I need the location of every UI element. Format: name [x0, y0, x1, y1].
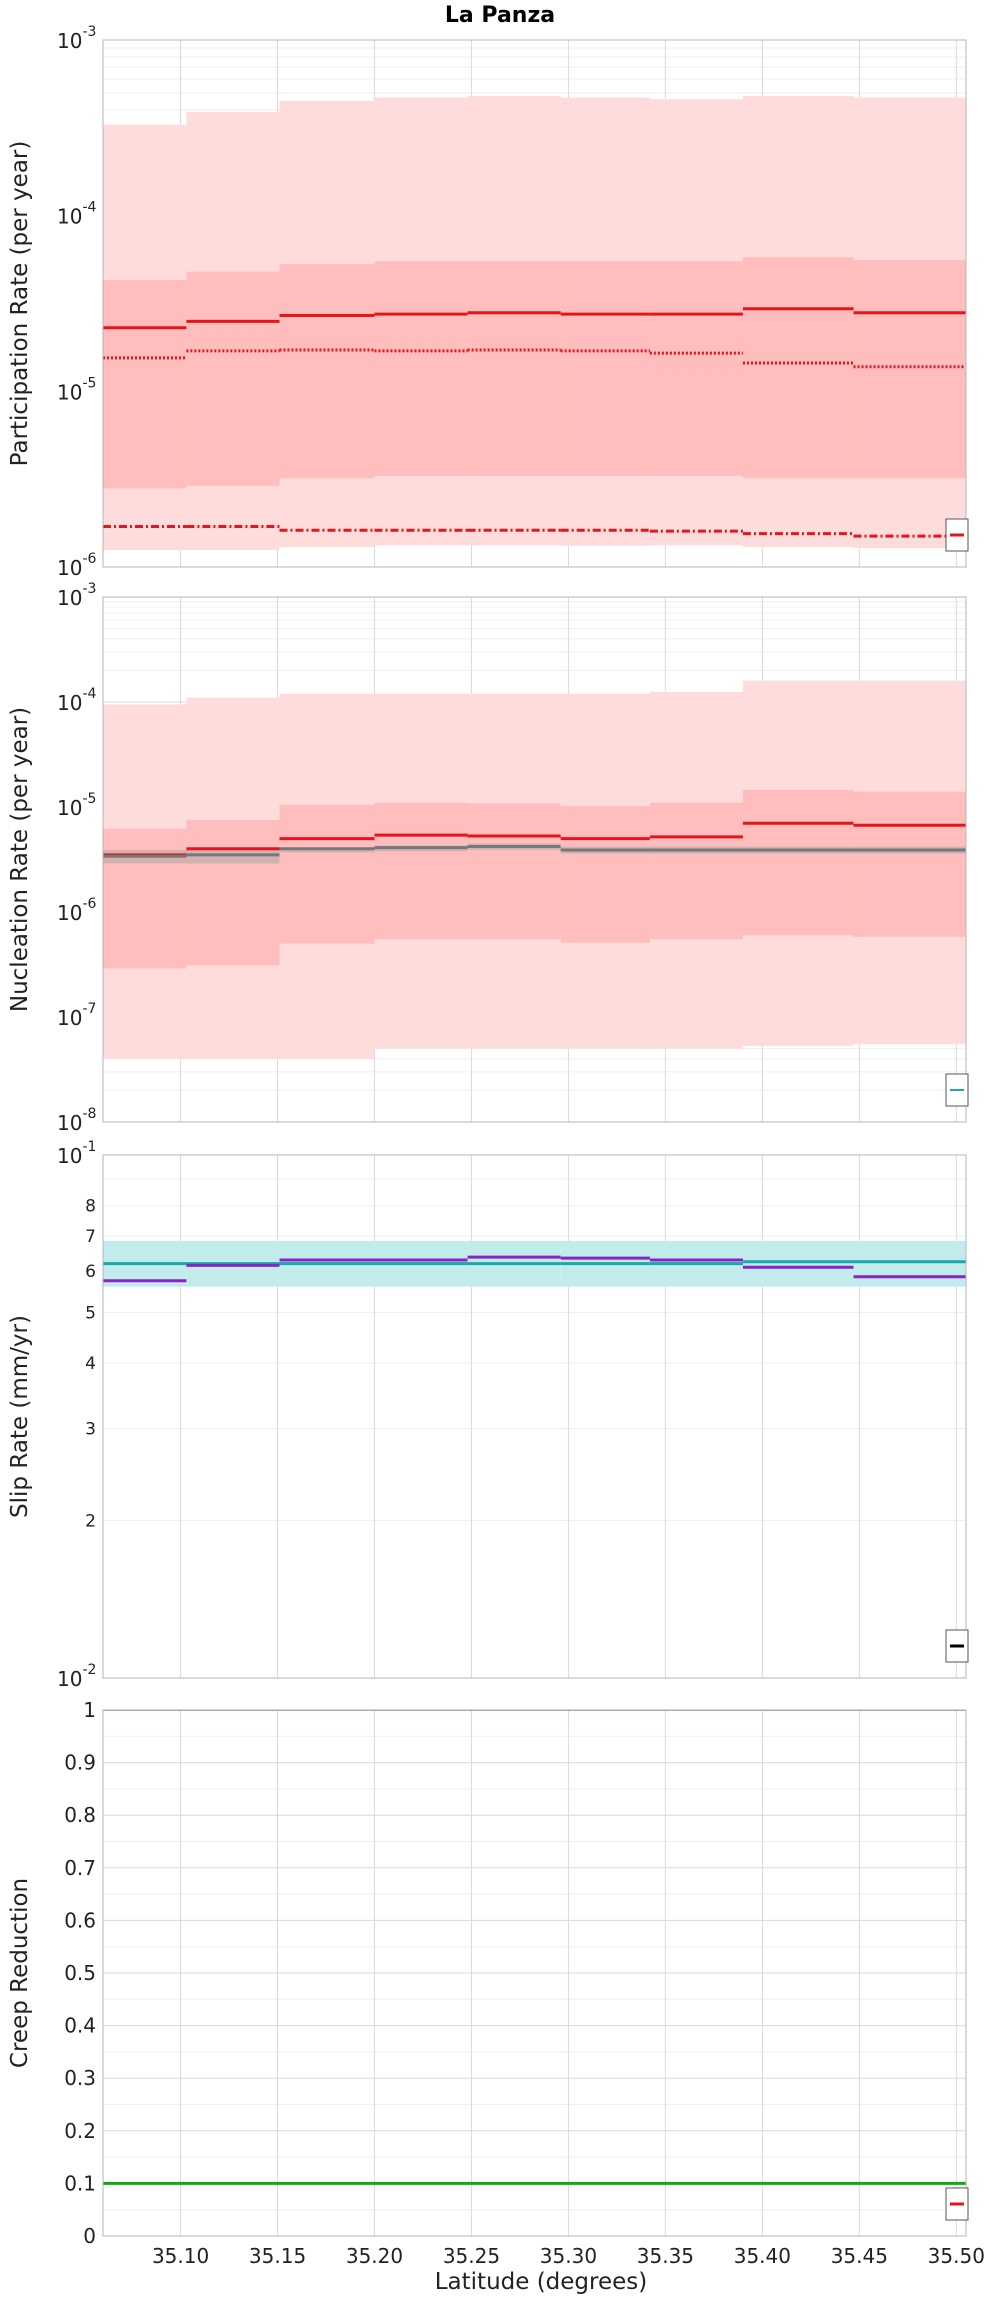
y-tick-label: 1 — [83, 1698, 96, 1722]
axes-frame — [102, 39, 967, 568]
band-inner-range-segment — [374, 802, 468, 940]
y-tick-label: 10-3 — [57, 24, 96, 53]
plot-area — [103, 1155, 966, 1678]
band-inner-range-segment — [853, 791, 966, 937]
band-inner-range-segment — [649, 261, 743, 476]
y-tick-label: 10-5 — [57, 375, 96, 404]
y-minor-tick-label: 8 — [85, 1197, 96, 1217]
y-minor-tick-label: 5 — [85, 1303, 96, 1323]
grid — [103, 1155, 966, 1678]
y-axis-label: Nucleation Rate (per year) — [7, 707, 33, 1012]
y-tick-label: 10-3 — [57, 581, 96, 610]
band-inner-range-segment — [560, 806, 650, 943]
y-tick-label: 0.9 — [64, 1751, 96, 1775]
band-inner-range-segment — [186, 271, 280, 486]
y-tick-label: 0.8 — [64, 1803, 96, 1827]
y-tick-label: 10-5 — [57, 791, 96, 820]
x-tick-label: 35.50 — [928, 2244, 985, 2268]
x-tick-label: 35.25 — [443, 2244, 500, 2268]
y-tick-label: 0.3 — [64, 2066, 96, 2090]
x-tick-label: 35.35 — [637, 2244, 694, 2268]
y-tick-label: 10-2 — [57, 1662, 96, 1691]
y-tick-label: 0.7 — [64, 1856, 96, 1880]
x-tick-label: 35.10 — [152, 2244, 209, 2268]
y-axis-label: Participation Rate (per year) — [7, 141, 33, 467]
figure-title: La Panza — [445, 3, 555, 28]
y-tick-label: 10-8 — [57, 1106, 96, 1135]
x-tick-label: 35.45 — [831, 2244, 888, 2268]
grid — [103, 1710, 966, 2236]
band-inner-range-segment — [103, 828, 187, 969]
y-tick-label: 10-4 — [57, 686, 97, 715]
panel-2: 10-3 10-4 10-5 10-6 10-7 10-8 Nucleation Rate … — [7, 581, 969, 1135]
y-tick-label: 0.2 — [64, 2119, 96, 2143]
band-inner-range-segment — [649, 802, 743, 940]
y-axis-label: Slip Rate (mm/yr) — [7, 1315, 33, 1518]
band-inner-range-segment — [853, 259, 966, 479]
y-tick-label: 0.6 — [64, 1908, 96, 1932]
y-tick-label: 10-7 — [57, 1001, 96, 1030]
plot-area — [103, 597, 966, 1122]
band-inner-range-segment — [467, 803, 561, 940]
x-tick-label: 35.30 — [540, 2244, 597, 2268]
band-inner-range-segment — [560, 261, 650, 476]
x-tick-label: 35.15 — [249, 2244, 306, 2268]
plot-area — [103, 40, 966, 567]
band-inner-range-segment — [742, 257, 854, 479]
axes-frame — [102, 596, 967, 1123]
y-tick-label: 0.1 — [64, 2171, 96, 2195]
y-minor-tick-label: 2 — [85, 1512, 96, 1532]
x-axis-label: Latitude (degrees) — [435, 2269, 648, 2295]
y-minor-tick-label: 6 — [85, 1262, 96, 1282]
band-inner-range-segment — [467, 261, 561, 476]
panel-1: 10-3 10-4 10-5 10-6 Participation Rate (per … — [7, 24, 969, 580]
band-inner-range-segment — [103, 280, 187, 489]
y-tick-label: 10-1 — [57, 1139, 96, 1168]
y-tick-label: 10-6 — [57, 896, 97, 925]
band-target-range-segment — [742, 1240, 854, 1287]
band-inner-range-segment — [374, 261, 468, 476]
band-inner-range-segment — [279, 804, 375, 944]
band-inner-range-segment — [742, 790, 854, 936]
band-target-range-segment — [853, 1240, 966, 1287]
x-tick-label: 35.40 — [734, 2244, 791, 2268]
y-minor-tick-label: 3 — [85, 1419, 96, 1439]
x-tick-label: 35.20 — [346, 2244, 403, 2268]
axes-frame — [102, 1154, 967, 1679]
y-minor-tick-label: 7 — [85, 1227, 96, 1247]
y-minor-tick-label: 4 — [85, 1354, 96, 1374]
panel-4: 1 0.9 0.8 0.7 0.6 0.5 0.4 0.3 0.2 0.1 0 35.10 35.15 3… — [7, 1698, 985, 2268]
y-tick-label: 10-6 — [57, 551, 97, 580]
band-inner-range-segment — [186, 820, 280, 966]
axes-frame — [102, 1709, 967, 2237]
y-tick-label: 0 — [83, 2224, 96, 2248]
plot-area — [103, 1710, 966, 2236]
y-tick-label: 0.4 — [64, 2014, 96, 2038]
band-inner-range-segment — [279, 264, 375, 479]
y-tick-label: 0.5 — [64, 1961, 96, 1985]
y-axis-label: Creep Reduction — [7, 1878, 33, 2068]
y-tick-label: 10-4 — [57, 200, 97, 229]
panel-3: 10-1 10-2 8 7 6 5 4 3 2 Slip Rate (mm/yr) — [7, 1139, 969, 1691]
